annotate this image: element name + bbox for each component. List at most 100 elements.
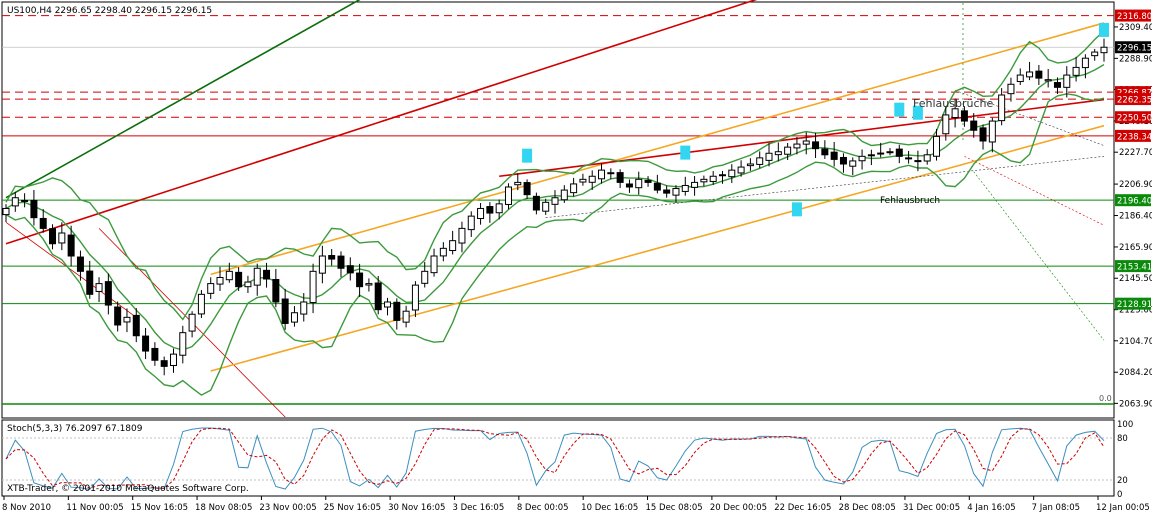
breakout-marker (791, 202, 802, 217)
candle-body (960, 110, 968, 122)
candle-body (970, 120, 978, 131)
candle-body (988, 120, 996, 143)
level-tag-bg (1115, 9, 1151, 22)
candle-body (346, 265, 354, 274)
candle-body (1053, 82, 1061, 88)
candle-body (839, 156, 847, 165)
candle-body (309, 270, 317, 304)
candle-body (793, 143, 801, 149)
candle-body (216, 276, 224, 285)
stoch-main-line (5, 427, 1105, 490)
candle-body (104, 281, 112, 306)
candle-body (58, 232, 66, 244)
level-tag-bg (1115, 111, 1151, 124)
candle-body (207, 283, 215, 294)
orange-channel-lower (210, 124, 1105, 372)
bollinger-upper (5, 30, 1105, 321)
level-tag-bg (1115, 41, 1151, 54)
candle-body (812, 141, 820, 150)
candle-body (542, 201, 550, 212)
candle-body (244, 281, 252, 288)
candle-body (477, 207, 485, 219)
candle-body (281, 298, 289, 324)
candle-body (849, 160, 857, 167)
candle-body (439, 247, 447, 257)
candle-body (151, 347, 159, 361)
candle-body (411, 284, 419, 311)
candle-body (830, 151, 838, 160)
price-tick-label: 2125.00 (1119, 306, 1152, 316)
candle-body (644, 179, 652, 183)
candle-body (821, 148, 829, 156)
candle-body (607, 172, 615, 175)
time-tick-label: 11 Nov 00:05 (66, 503, 123, 513)
candle-body (402, 310, 410, 323)
level-tag-label: 2153.41 (1117, 263, 1152, 273)
candle-body (67, 234, 75, 257)
candle-body (430, 255, 438, 274)
time-tick-label: 3 Dec 16:05 (452, 503, 504, 513)
time-tick-label: 12 Jan 00:05 (1096, 503, 1150, 513)
chart-header: US100,H4 2296.65 2298.40 2296.15 2296.15 (7, 6, 212, 16)
candle-body (877, 152, 885, 155)
time-tick-label: 23 Nov 00:05 (259, 503, 316, 513)
candle-body (756, 157, 764, 165)
candle-body (867, 154, 875, 157)
time-tick-label: 20 Dec 00:05 (710, 503, 767, 513)
red-dotted-projection (964, 156, 1105, 226)
candle-body (653, 182, 661, 191)
candle-body (374, 282, 382, 311)
candle-body (49, 228, 57, 245)
time-tick-label: 28 Dec 08:05 (839, 503, 896, 513)
level-tags: 2316.802296.152266.872262.352250.502238.… (1115, 9, 1152, 310)
candle-body (2, 207, 10, 216)
candle-body (495, 203, 503, 214)
candle-body (197, 293, 205, 315)
candle-body (625, 183, 633, 188)
green-trendline (5, 0, 361, 199)
stoch-signal-line (5, 427, 1105, 489)
level-tag-label: 2196.40 (1117, 197, 1152, 207)
candle-body (933, 135, 941, 157)
red-channel-down-1 (5, 221, 137, 318)
annotation-fehlausbruch: Fehlausbruch (880, 196, 940, 206)
candle-body (160, 360, 168, 367)
candle-body (95, 283, 103, 292)
candle-body (188, 313, 196, 332)
candle-body (1007, 83, 1015, 95)
candle-body (598, 169, 606, 180)
level-tag-bg (1115, 194, 1151, 207)
candles (2, 38, 1108, 376)
breakout-markers (522, 22, 1109, 217)
candle-body (458, 227, 466, 244)
candle-body (504, 186, 512, 205)
candle-body (672, 188, 680, 196)
time-tick-label: 31 Dec 00:05 (903, 503, 960, 513)
candle-body (532, 195, 540, 211)
time-tick-label: 30 Nov 16:05 (388, 503, 445, 513)
time-tick-label: 22 Dec 16:05 (774, 503, 831, 513)
candle-body (663, 189, 671, 194)
breakout-marker (894, 102, 905, 117)
candle-body (588, 175, 596, 183)
candle-body (253, 267, 261, 286)
candle-body (570, 183, 578, 194)
candle-body (514, 181, 522, 186)
time-tick-label: 10 Dec 16:05 (581, 503, 638, 513)
time-tick-label: 15 Dec 08:05 (646, 503, 703, 513)
candle-body (560, 189, 568, 201)
candle-body (467, 215, 475, 231)
candle-body (114, 306, 122, 326)
candle-body (290, 312, 298, 323)
bollinger-lower (5, 93, 1105, 396)
candle-body (179, 332, 187, 356)
time-tick-label: 25 Nov 16:05 (324, 503, 381, 513)
candle-body (942, 114, 950, 135)
candle-body (272, 278, 280, 303)
dotted-trend (545, 156, 1105, 218)
candle-body (728, 169, 736, 178)
candle-body (356, 272, 364, 288)
level-tag-bg (1115, 297, 1151, 310)
time-tick-label: 4 Jan 16:05 (967, 503, 1015, 513)
